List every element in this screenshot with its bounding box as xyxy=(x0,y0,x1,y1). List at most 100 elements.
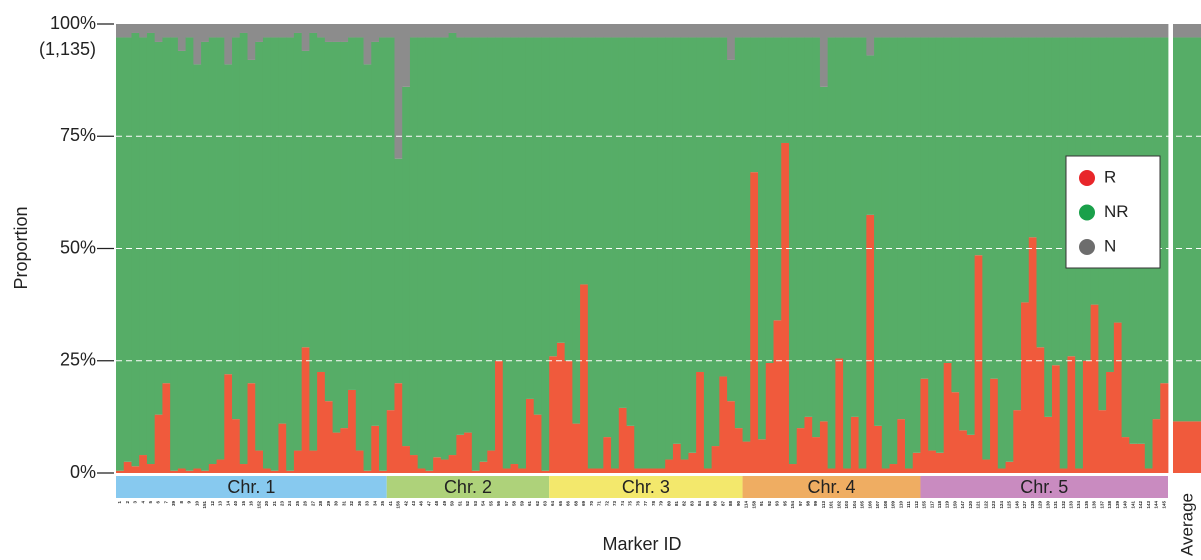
x-tick-label: 97 xyxy=(798,501,803,507)
bar-segment xyxy=(208,464,217,473)
bar-segment xyxy=(487,37,496,451)
bar-segment xyxy=(649,468,658,473)
bar-segment xyxy=(262,468,272,473)
bar-segment xyxy=(827,468,836,473)
y-tick-label: 100% xyxy=(50,13,96,33)
x-tick-label: 43 xyxy=(411,501,416,507)
bar-segment xyxy=(116,24,125,38)
bar-segment xyxy=(363,24,372,65)
bar-segment xyxy=(1144,24,1153,38)
x-tick-label: 87 xyxy=(720,501,725,507)
bar-segment xyxy=(773,37,782,321)
x-tick-label: 10 xyxy=(194,501,199,507)
bar-segment xyxy=(672,443,682,473)
bar-segment xyxy=(510,37,519,465)
bar-segment xyxy=(255,24,264,42)
x-tick-label: 39 xyxy=(171,501,176,507)
x-tick-label: 117 xyxy=(929,501,934,509)
bar-segment xyxy=(734,24,743,38)
bar-segment xyxy=(525,398,535,473)
bar-segment xyxy=(881,24,890,38)
bar-segment xyxy=(874,425,883,473)
bar-segment xyxy=(1028,237,1037,473)
bar-segment xyxy=(1005,461,1014,473)
chromosome-label: Chr. 4 xyxy=(807,477,855,497)
x-tick-label: 144 xyxy=(1154,501,1159,509)
x-tick-label: 21 xyxy=(272,501,277,507)
x-tick-label: 98 xyxy=(805,501,810,507)
legend-label: NR xyxy=(1104,202,1129,221)
bar-segment xyxy=(1051,365,1061,473)
bar-segment xyxy=(796,428,805,473)
bar-segment xyxy=(990,37,999,379)
bar-segment xyxy=(758,37,767,440)
x-tick-label: 2 xyxy=(125,501,130,504)
x-tick-label: 93 xyxy=(775,501,780,507)
bar-segment xyxy=(750,37,759,173)
bar-segment xyxy=(1021,302,1030,473)
bar-segment xyxy=(758,439,767,473)
bar-segment xyxy=(564,360,573,473)
y-tick-label: 25% xyxy=(60,350,96,370)
x-tick-label: 106 xyxy=(867,501,872,509)
bar-segment xyxy=(912,452,921,473)
bar-segment xyxy=(386,410,395,473)
bar-segment xyxy=(889,37,898,465)
x-tick-label: 81 xyxy=(674,501,679,507)
x-tick-label: 61 xyxy=(527,501,532,507)
bar-segment xyxy=(556,24,566,38)
bar-segment xyxy=(154,414,163,473)
bar-segment xyxy=(1098,410,1107,473)
bar-segment xyxy=(394,158,403,384)
bar-segment xyxy=(232,419,241,473)
bar-segment xyxy=(982,24,991,38)
bar-segment xyxy=(665,24,674,38)
bar-segment xyxy=(224,24,233,65)
bar-segment xyxy=(479,37,488,462)
chromosome-label: Chr. 5 xyxy=(1020,477,1068,497)
bar-segment xyxy=(850,37,859,417)
bar-segment xyxy=(1137,24,1146,38)
bar-segment xyxy=(123,24,132,38)
legend-marker xyxy=(1079,239,1095,255)
x-tick-label: 110 xyxy=(898,501,903,509)
bar-segment xyxy=(874,37,883,426)
bar-segment xyxy=(541,37,550,471)
bar-segment xyxy=(703,24,713,38)
y-tick-label: 75% xyxy=(60,125,96,145)
x-tick-label: 145 xyxy=(1161,501,1166,509)
bar-segment xyxy=(386,24,395,38)
bar-segment xyxy=(951,37,960,393)
x-tick-label: 5 xyxy=(148,501,153,504)
bar-segment xyxy=(309,450,318,473)
x-tick-label: 66 xyxy=(566,501,571,507)
bar-segment xyxy=(1036,347,1045,473)
bar-segment xyxy=(170,24,179,38)
bar-segment xyxy=(301,347,310,473)
bar-segment xyxy=(595,468,604,473)
bar-segment xyxy=(835,358,844,473)
bar-segment xyxy=(1044,24,1053,38)
bar-segment xyxy=(131,32,140,467)
x-tick-label: 103 xyxy=(844,501,849,509)
x-tick-label: 137 xyxy=(1099,501,1104,509)
x-tick-label: 150 xyxy=(952,501,957,509)
bar-segment xyxy=(603,24,612,38)
bar-segment xyxy=(464,24,473,38)
bar-segment xyxy=(603,437,612,473)
x-tick-label: 23 xyxy=(279,501,284,507)
bar-segment xyxy=(301,24,310,51)
x-tick-label: 35 xyxy=(380,501,385,507)
bar-segment xyxy=(1021,37,1030,303)
bar-segment xyxy=(309,24,318,33)
bar-segment xyxy=(232,37,241,420)
bar-segment xyxy=(928,24,937,38)
bar-segment xyxy=(866,214,875,473)
x-tick-label: 152 xyxy=(256,501,261,509)
x-tick-label: 129 xyxy=(1038,501,1043,509)
x-tick-label: 20 xyxy=(264,501,269,507)
bar-segment xyxy=(603,37,612,438)
bar-segment xyxy=(788,24,798,38)
bar-segment xyxy=(928,37,937,451)
bar-segment xyxy=(293,24,303,33)
